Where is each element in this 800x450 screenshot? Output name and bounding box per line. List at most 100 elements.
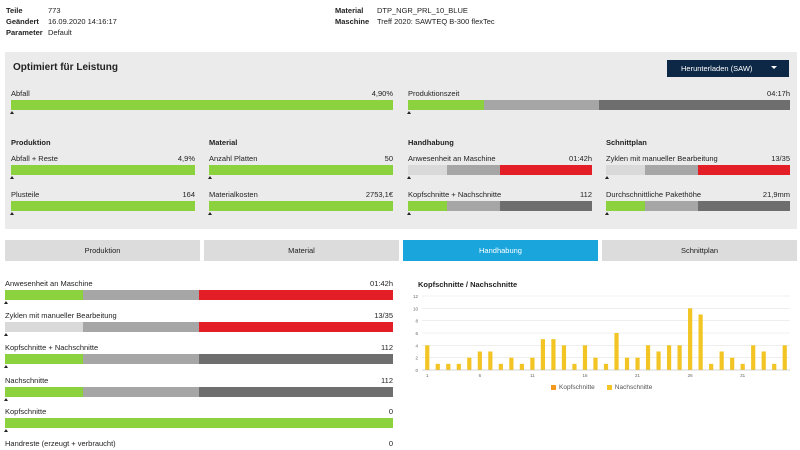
bar-nachschnitte — [540, 339, 546, 370]
bar-nachschnitte — [467, 357, 472, 370]
download-button-label: Herunterladen (SAW) — [681, 64, 753, 73]
marker-icon — [10, 212, 14, 215]
metric-label: Produktionszeit — [408, 89, 460, 98]
bar-nachschnitte — [519, 363, 524, 370]
chart-title: Kopfschnitte / Nachschnitte — [418, 280, 518, 289]
detail-zyklen: Zyklen mit manueller Bearbeitung 13/35 — [4, 311, 393, 336]
marker-icon — [208, 176, 212, 179]
marker-icon — [605, 212, 609, 215]
marker-icon — [208, 212, 212, 215]
metric-label: Plusteile — [11, 190, 40, 199]
detail-value: 0 — [388, 439, 393, 448]
meta-value: Treff 2020: SAWTEQ B-300 flexTec — [377, 17, 495, 26]
metric-bar — [606, 165, 790, 175]
legend-swatch — [551, 385, 556, 390]
detail-label: Nachschnitte — [5, 376, 49, 385]
marker-icon — [10, 111, 14, 114]
x-tick-label: 26 — [688, 373, 694, 378]
tab-material[interactable]: Material — [204, 240, 399, 261]
caret-down-icon[interactable] — [771, 66, 777, 69]
bar-nachschnitte — [656, 351, 661, 370]
meta-key: Maschine — [335, 17, 370, 26]
bar-nachschnitte — [666, 345, 672, 370]
metric-value: 164 — [182, 190, 195, 199]
detail-label: Kopfschnitte — [5, 407, 47, 416]
bar-nachschnitte — [751, 345, 756, 370]
metric-value: 01:42h — [569, 154, 592, 163]
y-tick-label: 0 — [415, 368, 418, 373]
marker-icon — [4, 333, 8, 336]
marker-icon — [4, 365, 8, 368]
detail-label: Zyklen mit manueller Bearbeitung — [5, 311, 117, 320]
bar-nachschnitte — [477, 351, 482, 370]
detail-value: 01:42h — [370, 279, 393, 288]
detail-bar — [5, 354, 393, 364]
metric-label: Durchschnittliche Pakethöhe — [606, 190, 702, 199]
metric-value: 4,90% — [371, 89, 393, 98]
meta-key: Parameter — [6, 28, 43, 37]
x-tick-label: 31 — [740, 373, 746, 378]
bar-nachschnitte — [698, 314, 703, 370]
metric-label: Materialkosten — [209, 190, 258, 199]
metric-bar — [408, 201, 592, 211]
bar-nachschnitte — [582, 345, 588, 370]
tab-handhabung[interactable]: Handhabung — [403, 240, 598, 261]
detail-label: Kopfschnitte + Nachschnitte — [5, 343, 99, 352]
metric-bar — [606, 201, 790, 211]
metric-materialkosten: Materialkosten 2753,1€ — [208, 190, 393, 215]
bar-nachschnitte — [688, 308, 693, 370]
legend-item-kopfschnitte[interactable]: Kopfschnitte — [551, 384, 595, 391]
metric-zyklen: Zyklen mit manueller Bearbeitung 13/35 — [605, 154, 790, 179]
section-title-schnittplan: Schnittplan — [606, 138, 647, 147]
metric-value: 21,9mm — [762, 190, 790, 199]
bar-nachschnitte — [772, 363, 777, 370]
detail-bar — [5, 290, 393, 300]
chart-legend: Kopfschnitte Nachschnitte — [551, 384, 652, 391]
detail-anwesenheit: Anwesenheit an Maschine 01:42h — [4, 279, 393, 304]
section-title-produktion: Produktion — [11, 138, 51, 147]
bar-nachschnitte — [530, 357, 535, 370]
tab-bar: Produktion Material Handhabung Schnittpl… — [5, 240, 797, 261]
detail-handreste: Handreste (erzeugt + verbraucht) 0 — [5, 439, 393, 449]
metric-value: 112 — [580, 190, 592, 199]
bar-nachschnitte — [509, 357, 514, 370]
marker-icon — [407, 111, 411, 114]
section-title-handhabung: Handhabung — [408, 138, 454, 147]
tab-schnittplan[interactable]: Schnittplan — [602, 240, 797, 261]
metric-bar — [209, 165, 393, 175]
metric-bar — [408, 165, 592, 175]
metric-label: Kopfschnitte + Nachschnitte — [408, 190, 502, 199]
legend-label: Kopfschnitte — [559, 384, 595, 391]
detail-nachschnitte: Nachschnitte 112 — [4, 376, 393, 401]
meta-key: Teile — [6, 6, 23, 15]
metric-anzahl-platten: Anzahl Platten 50 — [208, 154, 393, 179]
legend-swatch — [606, 385, 612, 390]
marker-icon — [4, 301, 8, 304]
summary-panel: Optimiert für Leistung Herunterladen (SA… — [5, 52, 797, 229]
metric-bar — [11, 100, 393, 110]
bar-nachschnitte — [561, 345, 567, 370]
meta-value: DTP_NGR_PRL_10_BLUE — [377, 6, 468, 15]
y-tick-label: 10 — [413, 306, 419, 311]
meta-key: Material — [335, 6, 364, 15]
bar-nachschnitte — [425, 345, 430, 370]
detail-bar — [5, 418, 393, 428]
metric-value: 2753,1€ — [365, 190, 393, 199]
metric-kopfschnitte-nachschnitte: Kopfschnitte + Nachschnitte 112 — [407, 190, 592, 215]
bar-nachschnitte — [740, 363, 745, 370]
metric-plusteile: Plusteile 164 — [10, 190, 195, 215]
bar-nachschnitte — [456, 363, 461, 370]
legend-label: Nachschnitte — [614, 384, 653, 391]
tab-produktion[interactable]: Produktion — [5, 240, 200, 261]
detail-value: 112 — [381, 376, 393, 385]
download-button[interactable]: Herunterladen (SAW) — [667, 60, 789, 77]
metric-value: 04:17h — [767, 89, 790, 98]
legend-item-nachschnitte[interactable]: Nachschnitte — [606, 384, 653, 391]
marker-icon — [407, 212, 411, 215]
detail-kopfschnitte-nachschnitte: Kopfschnitte + Nachschnitte 112 — [4, 343, 393, 368]
meta-value: 773 — [48, 6, 61, 15]
metric-anwesenheit: Anwesenheit an Maschine 01:42h — [407, 154, 592, 179]
metric-produktionszeit: Produktionszeit 04:17h — [407, 89, 790, 114]
metric-pakethoehe: Durchschnittliche Pakethöhe 21,9mm — [605, 190, 790, 215]
meta-value: Default — [48, 28, 72, 37]
